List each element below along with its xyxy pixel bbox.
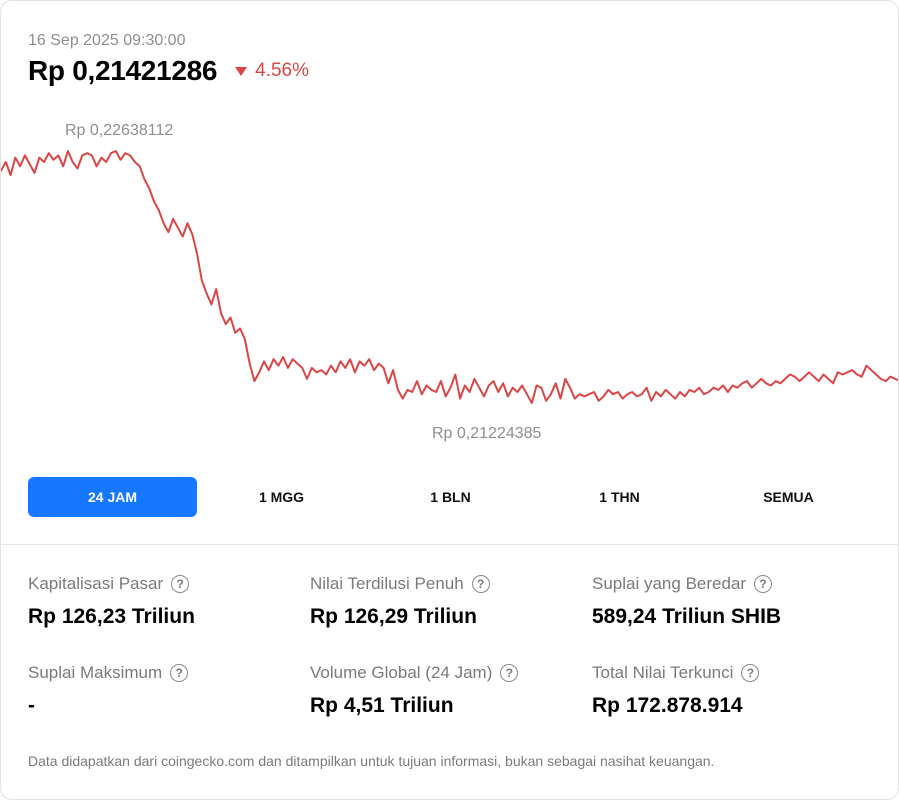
tab-24-jam[interactable]: 24 JAM bbox=[28, 477, 197, 517]
stat-label: Kapitalisasi Pasar bbox=[28, 574, 164, 593]
current-price: Rp 0,21421286 bbox=[28, 55, 218, 86]
range-tabs: 24 JAM 1 MGG 1 BLN 1 THN SEMUA bbox=[28, 477, 873, 517]
price-change: 4.56% bbox=[235, 60, 309, 82]
stat-label: Volume Global (24 Jam) bbox=[310, 663, 493, 682]
stat-total-value-locked: Total Nilai Terkunci? Rp 172.878.914 bbox=[592, 663, 874, 718]
price-chart[interactable]: Rp 0,22638112 Rp 0,21224385 bbox=[1, 111, 898, 451]
tab-1-bln[interactable]: 1 BLN bbox=[430, 489, 471, 505]
stat-label: Suplai yang Beredar bbox=[592, 574, 747, 593]
tab-1-mgg[interactable]: 1 MGG bbox=[258, 489, 305, 505]
triangle-down-icon bbox=[235, 66, 248, 76]
disclaimer-text: Data didapatkan dari coingecko.com dan d… bbox=[28, 753, 715, 769]
stat-value: Rp 126,23 Triliun bbox=[28, 605, 195, 628]
price-timestamp: 16 Sep 2025 09:30:00 bbox=[28, 32, 186, 49]
price-chart-svg: Rp 0,22638112 Rp 0,21224385 bbox=[1, 122, 898, 442]
chart-high-label: Rp 0,22638112 bbox=[65, 122, 173, 139]
help-icon[interactable]: ? bbox=[170, 664, 189, 682]
stat-value: - bbox=[28, 694, 35, 717]
price-change-value: 4.56% bbox=[255, 60, 310, 81]
chart-low-label: Rp 0,21224385 bbox=[432, 425, 542, 442]
stat-market-cap: Kapitalisasi Pasar? Rp 126,23 Triliun bbox=[28, 574, 310, 629]
stat-value: Rp 172.878.914 bbox=[592, 694, 743, 717]
help-icon[interactable]: ? bbox=[171, 575, 190, 593]
stat-max-supply: Suplai Maksimum? - bbox=[28, 663, 310, 718]
stat-value: Rp 126,29 Triliun bbox=[310, 605, 477, 628]
help-icon[interactable]: ? bbox=[500, 664, 519, 682]
stat-global-volume: Volume Global (24 Jam)? Rp 4,51 Triliun bbox=[310, 663, 592, 718]
stat-value: 589,24 Triliun SHIB bbox=[592, 605, 782, 628]
help-icon[interactable]: ? bbox=[754, 575, 773, 593]
price-line-series bbox=[1, 150, 898, 404]
tab-1-thn[interactable]: 1 THN bbox=[599, 489, 640, 505]
stat-circulating-supply: Suplai yang Beredar? 589,24 Triliun SHIB bbox=[592, 574, 874, 629]
stat-fully-diluted: Nilai Terdilusi Penuh? Rp 126,29 Triliun bbox=[310, 574, 592, 629]
stat-value: Rp 4,51 Triliun bbox=[310, 694, 454, 717]
section-divider bbox=[1, 544, 898, 545]
help-icon[interactable]: ? bbox=[741, 664, 760, 682]
stat-label: Total Nilai Terkunci bbox=[592, 663, 734, 682]
price-row: Rp 0,21421286 4.56% bbox=[28, 55, 309, 87]
tab-semua[interactable]: SEMUA bbox=[763, 489, 814, 505]
stat-label: Nilai Terdilusi Penuh bbox=[310, 574, 464, 593]
stat-label: Suplai Maksimum bbox=[28, 663, 163, 682]
help-icon[interactable]: ? bbox=[471, 575, 490, 593]
